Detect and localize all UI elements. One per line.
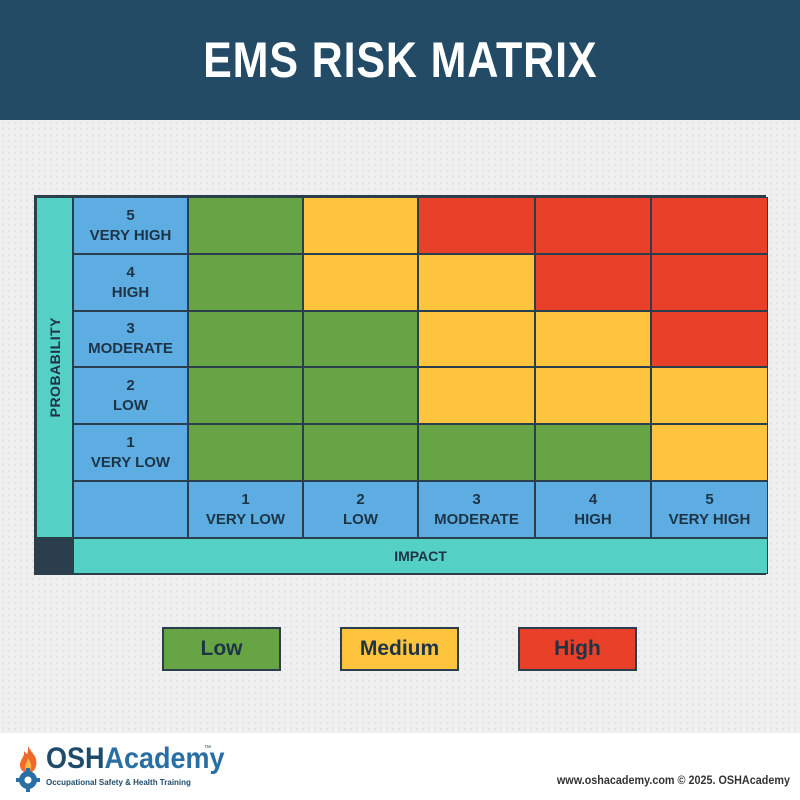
risk-cell-p2-i5-medium — [651, 367, 768, 424]
risk-cell-p5-i2-medium — [303, 197, 418, 254]
risk-cell-p4-i4-high — [535, 254, 651, 311]
impact-level-label: HIGH — [574, 510, 612, 528]
impact-level-2: 2 LOW — [303, 481, 418, 538]
risk-cell-p4-i5-high — [651, 254, 768, 311]
impact-axis-title: IMPACT — [73, 538, 768, 574]
risk-cell-p4-i3-medium — [418, 254, 535, 311]
impact-level-num: 1 — [241, 490, 250, 508]
risk-cell-p2-i1-low — [188, 367, 303, 424]
probability-level-num: 1 — [126, 433, 135, 451]
probability-level-label: VERY LOW — [90, 453, 171, 471]
flame-gear-icon — [16, 746, 40, 792]
logo-osh: OSH — [46, 742, 105, 775]
impact-axis-label: IMPACT — [394, 548, 447, 564]
logo-wordmark: OSHAcademy — [46, 742, 225, 776]
probability-axis-label: PROBABILITY — [46, 317, 63, 418]
risk-cell-p2-i2-low — [303, 367, 418, 424]
matrix-corner — [73, 481, 188, 538]
oshacademy-logo: OSHAcademy ™ Occupational Safety & Healt… — [10, 742, 230, 792]
header-banner: EMS RISK MATRIX — [0, 0, 800, 120]
probability-level-3: 3 MODERATE — [73, 311, 188, 367]
impact-level-num: 2 — [356, 490, 365, 508]
impact-level-3: 3 MODERATE — [418, 481, 535, 538]
logo-tagline: Occupational Safety & Health Training — [46, 778, 191, 787]
risk-cell-p3-i3-medium — [418, 311, 535, 367]
risk-cell-p3-i2-low — [303, 311, 418, 367]
risk-cell-p3-i1-low — [188, 311, 303, 367]
risk-cell-p5-i3-high — [418, 197, 535, 254]
risk-cell-p1-i1-low — [188, 424, 303, 481]
risk-cell-p5-i4-high — [535, 197, 651, 254]
probability-level-num: 4 — [126, 263, 135, 281]
copyright-text: www.oshacademy.com © 2025. OSHAcademy — [556, 773, 790, 787]
probability-axis-title: PROBABILITY — [36, 197, 73, 538]
risk-cell-p4-i2-medium — [303, 254, 418, 311]
risk-cell-p1-i5-medium — [651, 424, 768, 481]
probability-level-4: 4 HIGH — [73, 254, 188, 311]
legend-low: Low — [162, 627, 281, 671]
impact-level-label: LOW — [343, 510, 378, 528]
probability-level-2: 2 LOW — [73, 367, 188, 424]
impact-level-5: 5 VERY HIGH — [651, 481, 768, 538]
impact-level-num: 5 — [705, 490, 714, 508]
legend-medium-label: Medium — [359, 637, 440, 660]
footer — [0, 733, 800, 800]
risk-cell-p1-i3-low — [418, 424, 535, 481]
risk-cell-p4-i1-low — [188, 254, 303, 311]
probability-level-1: 1 VERY LOW — [73, 424, 188, 481]
risk-cell-p3-i4-medium — [535, 311, 651, 367]
impact-level-num: 4 — [588, 490, 598, 508]
probability-level-label: LOW — [113, 396, 148, 414]
page-title: EMS RISK MATRIX — [202, 32, 598, 88]
risk-cell-p1-i2-low — [303, 424, 418, 481]
logo-trademark: ™ — [204, 745, 211, 752]
legend-low-label: Low — [200, 637, 243, 660]
probability-level-num: 3 — [126, 320, 135, 337]
legend-high-label: High — [554, 637, 601, 660]
probability-level-num: 5 — [126, 206, 135, 224]
impact-level-label: MODERATE — [434, 510, 519, 528]
legend-medium: Medium — [340, 627, 459, 671]
risk-cell-p5-i5-high — [651, 197, 768, 254]
impact-level-label: VERY LOW — [205, 510, 286, 528]
risk-cell-p3-i5-high — [651, 311, 768, 367]
legend-high: High — [518, 627, 637, 671]
probability-level-label: VERY HIGH — [89, 226, 172, 244]
impact-level-label: VERY HIGH — [668, 510, 751, 528]
risk-cell-p2-i4-medium — [535, 367, 651, 424]
impact-level-4: 4 HIGH — [535, 481, 651, 538]
probability-level-5: 5 VERY HIGH — [73, 197, 188, 254]
impact-level-num: 3 — [472, 490, 481, 508]
risk-cell-p2-i3-medium — [418, 367, 535, 424]
impact-level-1: 1 VERY LOW — [188, 481, 303, 538]
risk-cell-p5-i1-low — [188, 197, 303, 254]
risk-cell-p1-i4-low — [535, 424, 651, 481]
logo-academy: Academy — [104, 742, 225, 775]
risk-matrix: PROBABILITY 5 VERY HIGH 4 HIGH 3 MODERAT… — [34, 195, 768, 575]
probability-level-label: HIGH — [111, 283, 150, 301]
probability-level-num: 2 — [126, 376, 135, 394]
probability-level-label: MODERATE — [88, 340, 173, 357]
